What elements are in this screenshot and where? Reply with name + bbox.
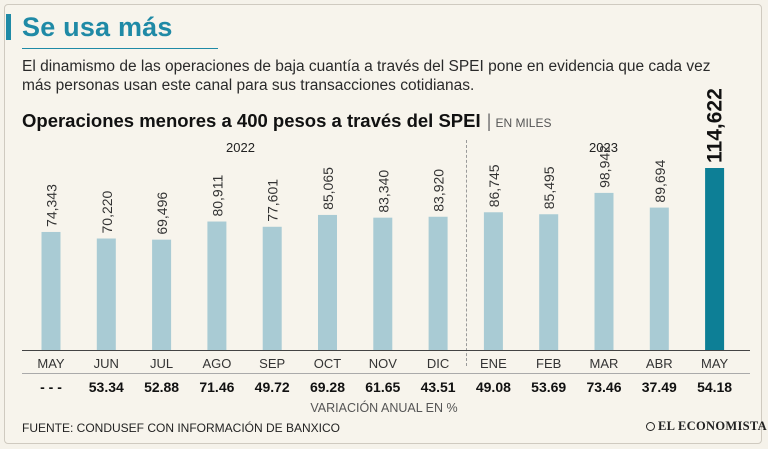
value-label: 85,495	[541, 166, 558, 210]
chart-unit: EN MILES	[495, 116, 552, 130]
value-label: 83,340	[375, 169, 392, 213]
value-label: 98,942	[596, 145, 613, 188]
title-separator: |	[486, 110, 492, 131]
month-label: JUN	[93, 356, 119, 371]
bar-mar-10	[594, 192, 614, 350]
variation-value: 49.72	[254, 379, 290, 395]
variation-value: 52.88	[144, 379, 180, 395]
bar-ene-8	[483, 212, 503, 350]
variation-value: 53.69	[531, 379, 567, 395]
year-divider	[466, 140, 467, 366]
headline-underline	[22, 48, 218, 49]
title-accent-bar	[6, 14, 11, 40]
month-label: AGO	[202, 356, 232, 371]
year-label-2022: 2022	[226, 140, 255, 155]
value-label: 89,694	[651, 159, 668, 203]
variation-value: 69.28	[309, 379, 346, 395]
bar-nov-6	[373, 217, 393, 350]
variation-value: 37.49	[641, 379, 677, 395]
brand-mark-icon	[646, 422, 655, 431]
bar-oct-5	[318, 214, 337, 350]
headline: Se usa más	[22, 12, 173, 42]
source-note: FUENTE: CONDUSEF CON INFORMACIÓN DE BANX…	[22, 421, 341, 435]
bar-jun-1	[96, 238, 116, 350]
variation-value: 73.46	[586, 379, 622, 395]
year-label-2023: 2023	[589, 140, 618, 155]
bar-ago-3	[207, 221, 227, 350]
bar-may-12	[705, 168, 725, 350]
brand-name: EL ECONOMISTA	[658, 419, 767, 433]
brand-logo: EL ECONOMISTA	[646, 419, 767, 434]
chart-title-text: Operaciones menores a 400 pesos a través…	[22, 110, 481, 131]
value-label: 77,601	[264, 178, 281, 222]
variation-value: - - -	[40, 379, 62, 395]
month-label: MAY	[37, 356, 65, 371]
bar-dic-7	[428, 216, 448, 350]
month-label: NOV	[368, 356, 397, 371]
month-label: OCT	[313, 356, 342, 371]
bar-feb-9	[539, 214, 559, 350]
bar-jul-2	[152, 239, 172, 350]
value-label: 70,220	[98, 190, 115, 234]
variation-row-rule	[22, 373, 750, 374]
value-label: 69,496	[154, 191, 171, 235]
month-label: MAR	[589, 356, 619, 371]
bar-abr-11	[649, 207, 669, 350]
month-label: JUL	[150, 356, 174, 371]
intro-text: El dinamismo de las operaciones de baja …	[22, 58, 711, 94]
variation-value: 49.08	[475, 379, 511, 395]
variation-value: 43.51	[420, 379, 456, 395]
value-label: 114,622	[703, 88, 727, 163]
variation-value: 71.46	[199, 379, 235, 395]
month-label: ENE	[480, 356, 507, 371]
value-label: 83,920	[430, 168, 447, 212]
variation-caption: VARIACIÓN ANUAL EN %	[310, 401, 458, 415]
x-axis-line	[22, 350, 750, 351]
month-label: ABR	[645, 356, 673, 371]
month-label: FEB	[536, 356, 562, 371]
month-label: SEP	[259, 356, 286, 371]
value-label: 74,343	[43, 184, 60, 227]
variation-value: 61.65	[365, 379, 401, 395]
bar-may-0	[41, 231, 61, 350]
value-label: 86,745	[485, 164, 502, 208]
value-label: 85,065	[320, 167, 336, 210]
chart-title: Operaciones menores a 400 pesos a través…	[22, 110, 551, 132]
variation-value: 53.34	[88, 379, 124, 395]
variation-value: 54.18	[697, 379, 733, 395]
month-label: DIC	[426, 356, 450, 371]
value-label: 80,911	[209, 174, 226, 217]
month-label: MAY	[700, 356, 729, 371]
bar-sep-4	[262, 226, 282, 350]
